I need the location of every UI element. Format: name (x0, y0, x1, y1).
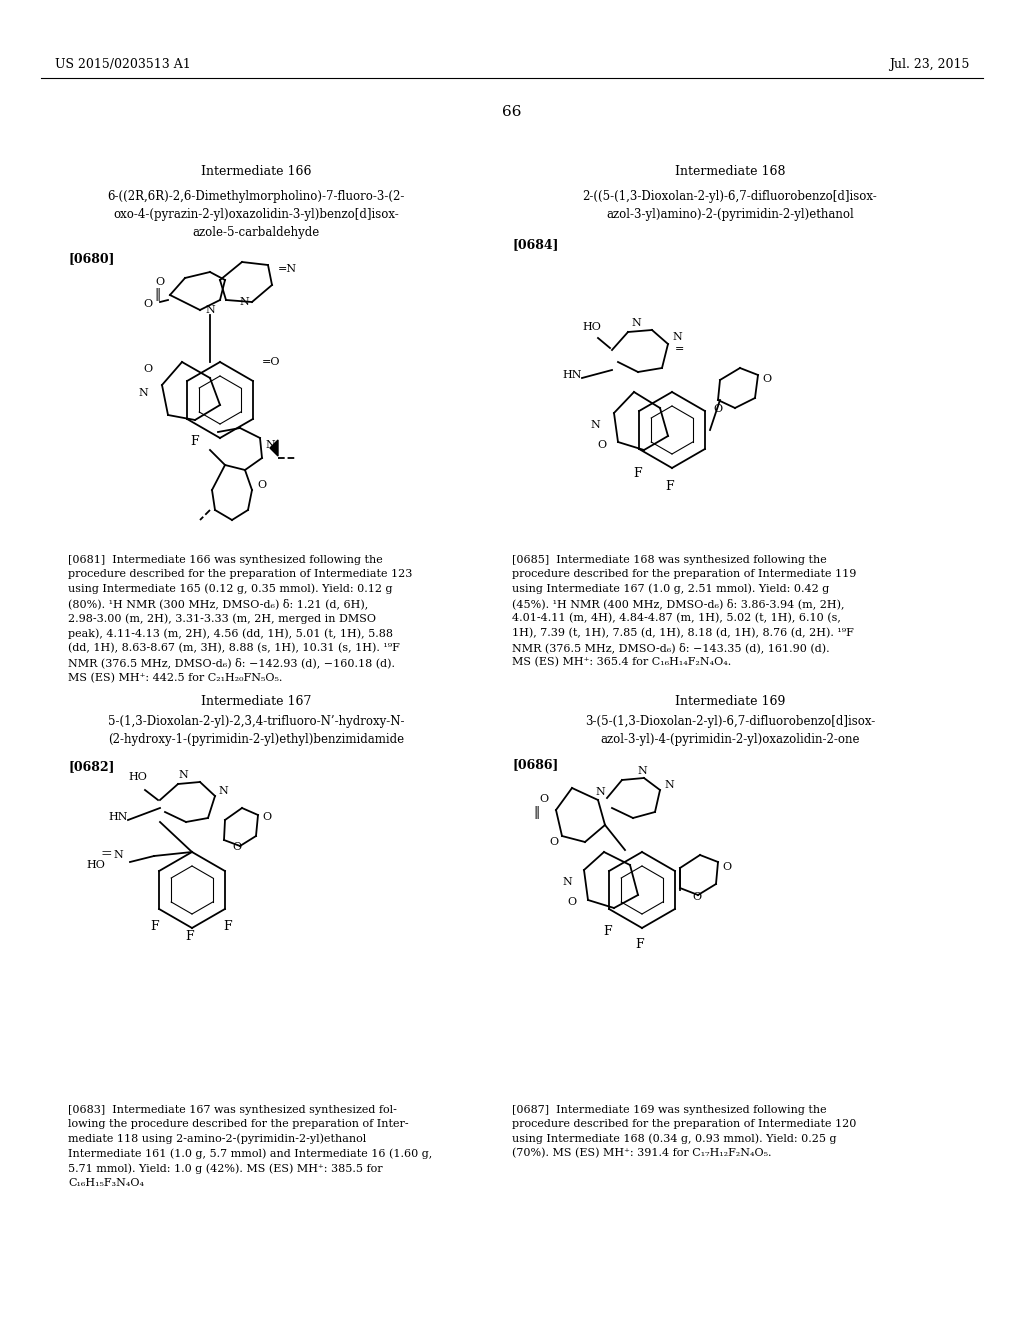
Text: O: O (549, 837, 558, 847)
Text: N: N (240, 297, 249, 308)
Text: US 2015/0203513 A1: US 2015/0203513 A1 (55, 58, 190, 71)
Polygon shape (270, 440, 278, 455)
Text: F: F (636, 939, 644, 950)
Text: N: N (205, 305, 215, 315)
Text: F: F (185, 931, 195, 942)
Text: 2-((5-(1,3-Dioxolan-2-yl)-6,7-difluorobenzo[d]isox-
azol-3-yl)amino)-2-(pyrimidi: 2-((5-(1,3-Dioxolan-2-yl)-6,7-difluorobe… (583, 190, 878, 220)
Text: HN: HN (562, 370, 582, 380)
Text: N: N (631, 318, 641, 327)
Text: HO: HO (582, 322, 601, 333)
Text: N: N (265, 440, 274, 450)
Text: Intermediate 169: Intermediate 169 (675, 696, 785, 708)
Text: N: N (637, 766, 647, 776)
Text: 3-(5-(1,3-Dioxolan-2-yl)-6,7-difluorobenzo[d]isox-
azol-3-yl)-4-(pyrimidin-2-yl): 3-(5-(1,3-Dioxolan-2-yl)-6,7-difluoroben… (585, 715, 876, 746)
Text: F: F (634, 467, 642, 480)
Text: =N: =N (278, 264, 297, 275)
Text: N: N (672, 333, 682, 342)
Text: ‖: ‖ (534, 807, 540, 818)
Text: [0680]: [0680] (68, 252, 115, 265)
Text: 5-(1,3-Dioxolan-2-yl)-2,3,4-trifluoro-N’-hydroxy-N-
(2-hydroxy-1-(pyrimidin-2-yl: 5-(1,3-Dioxolan-2-yl)-2,3,4-trifluoro-N’… (108, 715, 404, 746)
Text: O: O (156, 277, 165, 286)
Text: 66: 66 (502, 106, 522, 119)
Text: N: N (218, 785, 227, 796)
Text: =: = (675, 345, 684, 354)
Text: O: O (232, 842, 242, 851)
Text: [0684]: [0684] (512, 238, 558, 251)
Text: O: O (143, 300, 152, 309)
Text: F: F (190, 436, 200, 447)
Text: [0687]  Intermediate 169 was synthesized following the
procedure described for t: [0687] Intermediate 169 was synthesized … (512, 1105, 856, 1159)
Text: Intermediate 168: Intermediate 168 (675, 165, 785, 178)
Text: N: N (113, 850, 123, 861)
Text: O: O (567, 898, 575, 907)
Text: ‖: ‖ (154, 288, 160, 301)
Text: O: O (714, 404, 723, 414)
Text: HO: HO (128, 772, 146, 781)
Text: HO: HO (86, 861, 105, 870)
Text: N: N (138, 388, 148, 399)
Text: O: O (257, 480, 266, 490)
Text: O: O (762, 374, 771, 384)
Text: N: N (664, 780, 674, 789)
Text: O: O (143, 364, 152, 374)
Text: =: = (100, 847, 112, 861)
Text: O: O (692, 892, 701, 902)
Text: [0683]  Intermediate 167 was synthesized synthesized fol-
lowing the procedure d: [0683] Intermediate 167 was synthesized … (68, 1105, 432, 1188)
Text: N: N (595, 787, 605, 797)
Text: Intermediate 167: Intermediate 167 (201, 696, 311, 708)
Text: O: O (722, 862, 731, 873)
Text: F: F (151, 920, 160, 933)
Text: Jul. 23, 2015: Jul. 23, 2015 (889, 58, 969, 71)
Text: [0686]: [0686] (512, 758, 558, 771)
Text: N: N (562, 876, 572, 887)
Text: [0682]: [0682] (68, 760, 115, 774)
Text: =O: =O (262, 356, 281, 367)
Text: N: N (590, 420, 600, 430)
Text: F: F (223, 920, 232, 933)
Text: F: F (666, 480, 675, 492)
Text: HN: HN (109, 812, 128, 822)
Text: [0681]  Intermediate 166 was synthesized following the
procedure described for t: [0681] Intermediate 166 was synthesized … (68, 554, 413, 682)
Text: F: F (604, 925, 612, 939)
Text: O: O (262, 812, 271, 822)
Text: [0685]  Intermediate 168 was synthesized following the
procedure described for t: [0685] Intermediate 168 was synthesized … (512, 554, 856, 668)
Text: Intermediate 166: Intermediate 166 (201, 165, 311, 178)
Text: 6-((2R,6R)-2,6-Dimethylmorpholino)-7-fluoro-3-(2-
oxo-4-(pyrazin-2-yl)oxazolidin: 6-((2R,6R)-2,6-Dimethylmorpholino)-7-flu… (108, 190, 404, 239)
Text: O: O (539, 795, 548, 804)
Text: O: O (597, 440, 606, 450)
Text: N: N (178, 770, 187, 780)
